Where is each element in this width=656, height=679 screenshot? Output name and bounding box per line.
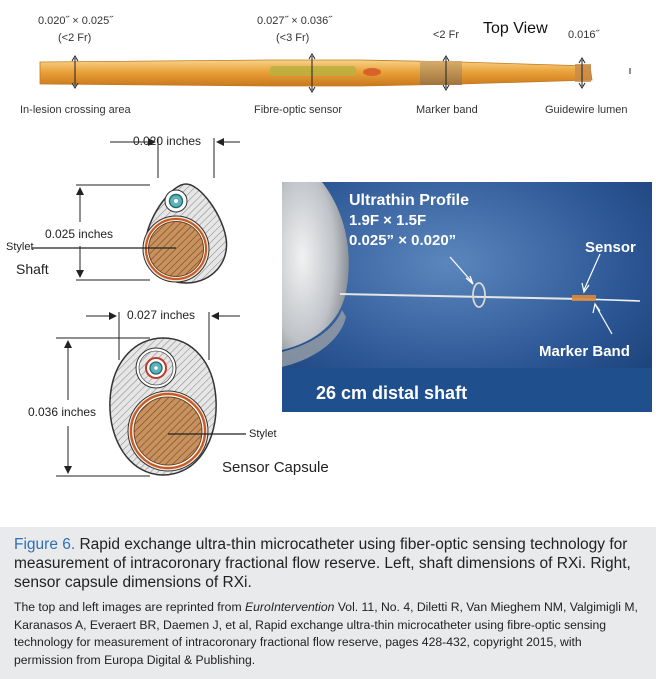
label-fibre-optic-sensor: Fibre-optic sensor	[254, 104, 343, 116]
dim-tip: 0.016˝	[568, 29, 600, 41]
glove-fingers	[282, 182, 349, 350]
dim-left-sub: (<2 Fr)	[58, 32, 92, 44]
capsule-stylet-label: Stylet	[249, 428, 277, 440]
photo-sensor-label: Sensor	[585, 239, 636, 256]
credit-journal: EuroIntervention	[245, 600, 335, 614]
photo-banner	[282, 368, 652, 412]
photo-banner-text: 26 cm distal shaft	[316, 383, 468, 403]
photo-sensor	[572, 295, 596, 301]
guidewire-lumen	[575, 64, 591, 82]
credit-post: Vol. 11, No. 4, Diletti R, Van Mieghem N…	[14, 600, 638, 667]
capsule-name: Sensor Capsule	[222, 459, 329, 476]
catheter-photo-art	[282, 182, 652, 412]
capsule-width-dim: 0.027 inches	[127, 308, 196, 322]
capsule-height-dim: 0.036 inches	[28, 405, 97, 419]
shaft-height-dim: 0.025 inches	[45, 227, 114, 241]
capsule-cross-section	[56, 312, 246, 477]
profile-title: Ultrathin Profile	[349, 192, 470, 209]
shaft-width-dim: 0.020 inches	[133, 134, 202, 148]
caption-text: Rapid exchange ultra-thin microcatheter …	[14, 536, 631, 591]
dim-mid-main: 0.027˝ × 0.036˝	[257, 15, 332, 27]
dim-marker: <2 Fr	[433, 29, 459, 41]
shaft-cross-section	[32, 138, 240, 284]
caption-main: Figure 6. Rapid exchange ultra-thin micr…	[14, 535, 634, 592]
label-marker-band: Marker band	[416, 104, 478, 116]
shaft-stylet-label: Stylet	[6, 241, 34, 253]
dim-mid-sub: (<3 Fr)	[276, 32, 310, 44]
profile-marker	[472, 282, 486, 308]
shaft-name: Shaft	[16, 261, 49, 277]
label-guidewire-lumen: Guidewire lumen	[545, 104, 628, 116]
profile-size-fr: 1.9F × 1.5F	[349, 212, 427, 229]
fibre-optic-sensor-element	[270, 66, 356, 76]
figure-caption: Figure 6. Rapid exchange ultra-thin micr…	[0, 527, 656, 679]
credit-pre: The top and left images are reprinted fr…	[14, 600, 246, 614]
photo-marker-band-label: Marker Band	[539, 343, 630, 360]
catheter-top-view	[39, 53, 631, 93]
caption-credit: The top and left images are reprinted fr…	[14, 599, 639, 669]
dim-left-main: 0.020˝ × 0.025˝	[38, 15, 113, 27]
catheter-photo: Ultrathin Profile 1.9F × 1.5F 0.025” × 0…	[282, 182, 652, 412]
profile-size-in: 0.025” × 0.020”	[349, 232, 457, 249]
top-view-title: Top View	[483, 20, 548, 37]
catheter-diagram	[32, 53, 631, 477]
sensor-tip	[363, 68, 381, 76]
figure-label: Figure 6.	[14, 536, 76, 553]
marker-band	[420, 61, 462, 85]
label-crossing-area: In-lesion crossing area	[20, 104, 131, 116]
